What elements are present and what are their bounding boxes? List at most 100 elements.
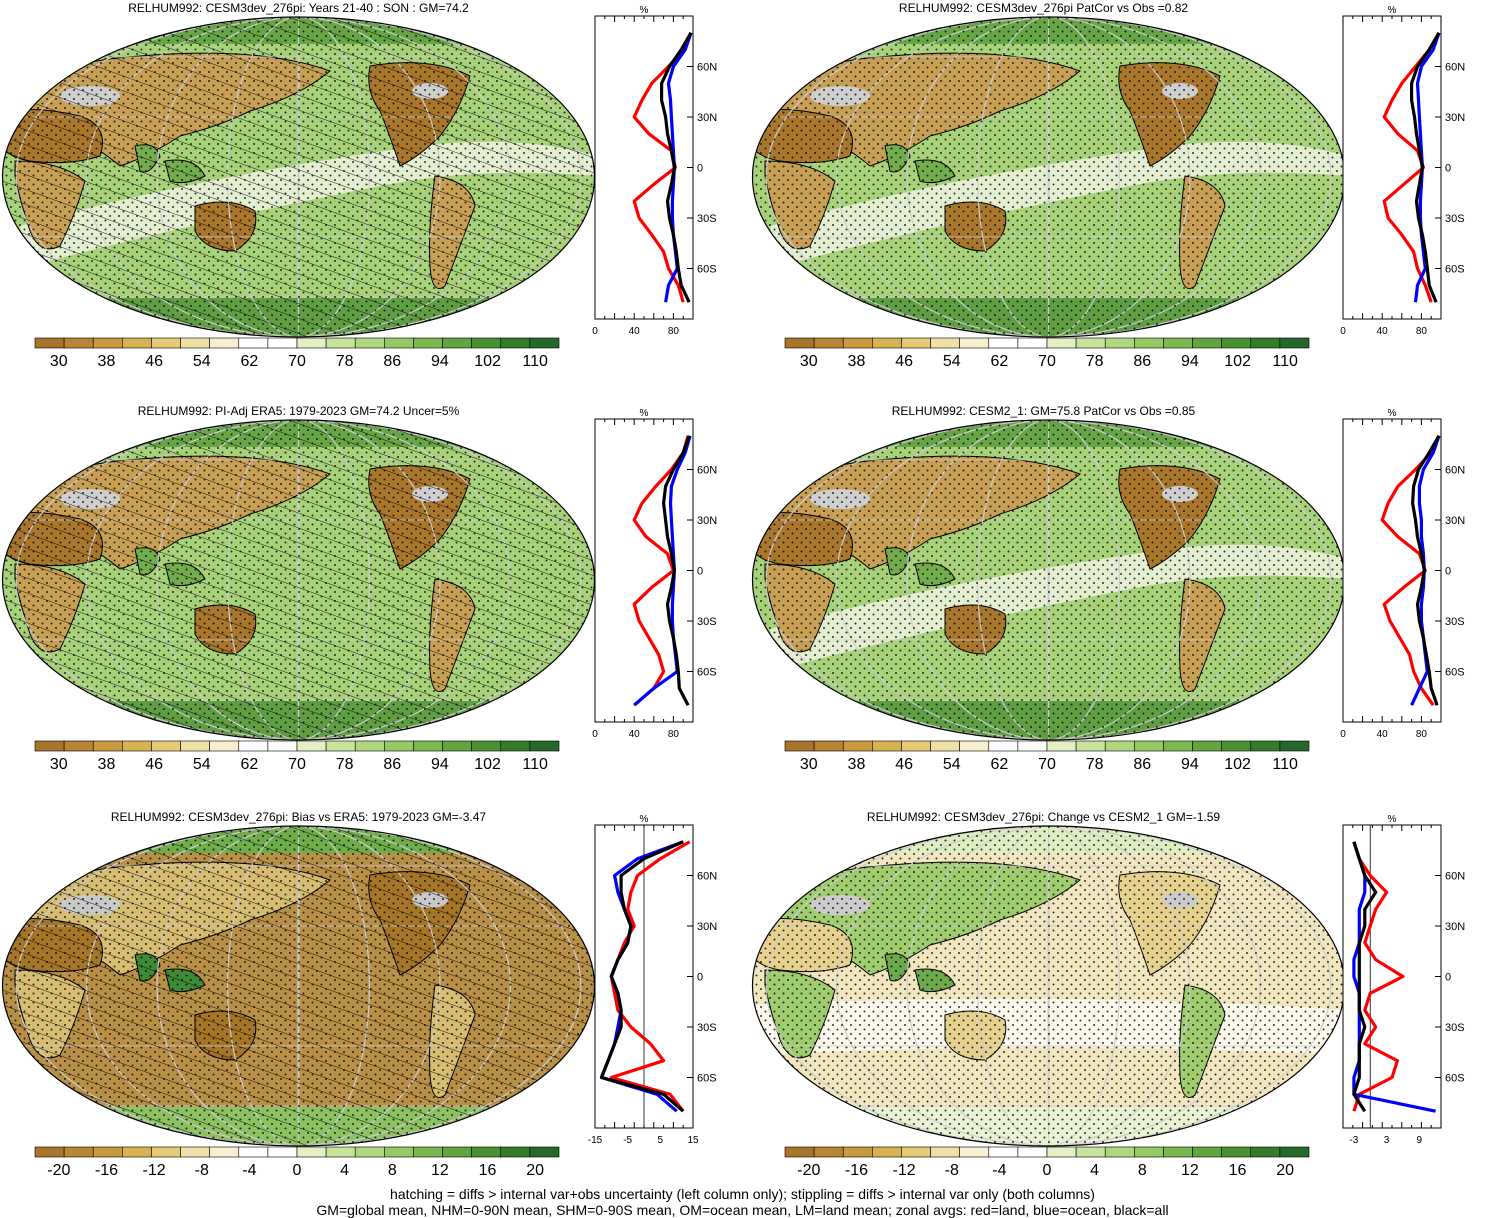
colorbar-label: 102 bbox=[1224, 756, 1251, 773]
colorbar-label: 70 bbox=[288, 353, 306, 370]
colorbar-cell bbox=[92, 337, 123, 349]
colorbar-cell bbox=[1192, 740, 1222, 752]
colorbar-cell bbox=[872, 337, 902, 349]
colorbar-label: 78 bbox=[336, 353, 354, 370]
colorbar-label: 86 bbox=[383, 756, 401, 773]
footer-line-1: hatching = diffs > internal var+obs unce… bbox=[390, 1186, 1095, 1202]
colorbar-cell bbox=[384, 1146, 414, 1158]
colorbar-cell bbox=[267, 1146, 298, 1158]
colorbar-cell bbox=[34, 740, 65, 752]
colorbar-cell bbox=[1104, 740, 1135, 752]
colorbar-label: 16 bbox=[1229, 1162, 1247, 1179]
colorbar-label: 110 bbox=[1272, 353, 1298, 370]
zonal-plot-5: % 60N 30N 0 30S 60S -15 -5 5 15 bbox=[588, 814, 717, 1146]
lat-label: 30N bbox=[697, 515, 717, 527]
lat-label: 60S bbox=[1445, 667, 1465, 679]
colorbar-cell bbox=[122, 740, 152, 752]
lat-label: 0 bbox=[1445, 163, 1451, 175]
x-tick-label: 40 bbox=[629, 326, 641, 337]
colorbar-cell bbox=[1134, 1146, 1164, 1158]
x-tick-label: 0 bbox=[1340, 326, 1346, 337]
colorbar-1: 30 38 46 54 62 70 78 86 94 102 110 bbox=[34, 337, 560, 370]
colorbar-cell bbox=[180, 1146, 210, 1158]
colorbar-cell bbox=[1075, 1146, 1106, 1158]
colorbar-cell bbox=[267, 337, 298, 349]
colorbar-cell bbox=[471, 1146, 502, 1158]
lat-label: 60S bbox=[1445, 1073, 1465, 1085]
colorbar-cell bbox=[872, 740, 902, 752]
colorbar-cell bbox=[34, 1146, 65, 1158]
lat-label: 60N bbox=[1445, 871, 1465, 883]
colorbar-label: 78 bbox=[1086, 756, 1104, 773]
x-tick-label: 80 bbox=[1416, 729, 1428, 740]
colorbar-cell bbox=[813, 740, 844, 752]
x-tick-label: 3 bbox=[1384, 1135, 1390, 1146]
colorbar-cell bbox=[442, 740, 472, 752]
colorbar-cell bbox=[209, 1146, 240, 1158]
colorbar-label: 38 bbox=[848, 756, 866, 773]
zonal-unit-label: % bbox=[640, 408, 649, 419]
lat-label: 60N bbox=[1445, 62, 1465, 74]
colorbar-label: -4 bbox=[242, 1162, 256, 1179]
colorbar-label: 46 bbox=[145, 756, 163, 773]
colorbar-cell bbox=[1134, 740, 1164, 752]
colorbar-label: 54 bbox=[193, 353, 211, 370]
colorbar-label: 30 bbox=[800, 756, 818, 773]
colorbar-label: 16 bbox=[479, 1162, 497, 1179]
colorbar-label: -12 bbox=[893, 1162, 916, 1179]
lat-label: 0 bbox=[697, 566, 703, 578]
colorbar-cell bbox=[92, 740, 123, 752]
colorbar-label: 62 bbox=[990, 756, 1008, 773]
colorbar-cell bbox=[354, 740, 385, 752]
zonal-line-all bbox=[659, 31, 693, 303]
colorbar-label: 46 bbox=[895, 756, 913, 773]
colorbar-cell bbox=[209, 337, 240, 349]
colorbar-label: 102 bbox=[474, 756, 501, 773]
lat-label: 30S bbox=[697, 1022, 717, 1034]
x-tick-label: -3 bbox=[1349, 1135, 1358, 1146]
zonal-line-all bbox=[1409, 31, 1441, 303]
colorbar-cell bbox=[238, 740, 269, 752]
colorbar-label: 20 bbox=[526, 1162, 544, 1179]
colorbar-label: 78 bbox=[1086, 353, 1104, 370]
panel-4: RELHUM992: CESM2_1: GM=75.8 PatCor vs Ob… bbox=[745, 403, 1485, 783]
colorbar-label: 62 bbox=[240, 353, 258, 370]
colorbar-label: 94 bbox=[431, 353, 449, 370]
colorbar-cell bbox=[1046, 1146, 1077, 1158]
colorbar-label: 38 bbox=[848, 353, 866, 370]
colorbar-cell bbox=[384, 337, 414, 349]
colorbar-cell bbox=[413, 1146, 443, 1158]
colorbar-cell bbox=[92, 1146, 123, 1158]
colorbar-cell bbox=[1017, 1146, 1048, 1158]
x-tick-label: -5 bbox=[623, 1135, 632, 1146]
colorbar-cell bbox=[34, 337, 65, 349]
zonal-unit-label: % bbox=[1388, 5, 1397, 16]
panel-2: RELHUM992: CESM3dev_276pi PatCor vs Obs … bbox=[745, 0, 1485, 380]
colorbar-label: 78 bbox=[336, 756, 354, 773]
lat-label: 30S bbox=[697, 616, 717, 628]
zonal-unit-label: % bbox=[640, 5, 649, 16]
colorbar-cell bbox=[1017, 740, 1048, 752]
x-tick-label: 80 bbox=[1416, 326, 1428, 337]
colorbar-cell bbox=[151, 740, 181, 752]
map-4 bbox=[751, 419, 1346, 741]
panel-1: RELHUM992: CESM3dev_276pi: Years 21-40 :… bbox=[0, 0, 740, 380]
colorbar-cell bbox=[1075, 740, 1106, 752]
colorbar-label: 70 bbox=[1038, 756, 1056, 773]
x-tick-label: 9 bbox=[1416, 1135, 1422, 1146]
colorbar-cell bbox=[842, 337, 873, 349]
colorbar-cell bbox=[1192, 1146, 1222, 1158]
colorbar-cell bbox=[180, 740, 210, 752]
colorbar-cell bbox=[267, 740, 298, 752]
colorbar-cell bbox=[209, 740, 240, 752]
colorbar-label: 20 bbox=[1276, 1162, 1294, 1179]
x-tick-label: 80 bbox=[668, 729, 680, 740]
lat-label: 0 bbox=[697, 972, 703, 984]
map-title: RELHUM992: PI-Adj ERA5: 1979-2023 GM=74.… bbox=[137, 404, 460, 418]
colorbar-cell bbox=[180, 337, 210, 349]
colorbar-cell bbox=[413, 740, 443, 752]
colorbar-label: 54 bbox=[943, 756, 961, 773]
x-tick-label: 40 bbox=[1377, 729, 1389, 740]
colorbar-cell bbox=[1163, 1146, 1193, 1158]
zonal-line-land bbox=[1352, 841, 1405, 1112]
